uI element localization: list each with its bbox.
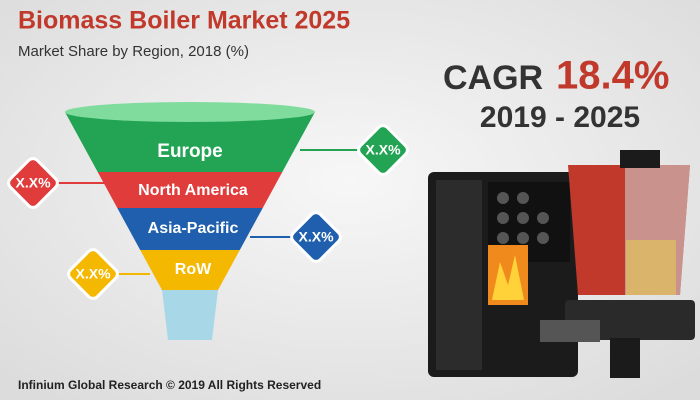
subtitle: Market Share by Region, 2018 (%) [18, 43, 249, 60]
cagr-period: 2019 - 2025 [480, 101, 640, 134]
badge: X.X% [7, 157, 59, 209]
funnel-segment [117, 208, 263, 250]
badge-text: X.X% [75, 266, 111, 282]
title: Biomass Boiler Market 2025 [18, 7, 350, 35]
segment-label: North America [138, 182, 248, 199]
badge: X.X% [290, 211, 342, 263]
segment-label: RoW [175, 261, 212, 278]
segment-label: Europe [157, 141, 222, 162]
segment-label: Asia-Pacific [148, 220, 239, 237]
cagr-value: 18.4% [556, 54, 669, 98]
cagr-label: CAGR [443, 59, 543, 97]
badge-text: X.X% [15, 175, 51, 191]
funnel-rim [65, 102, 315, 122]
funnel-segment [65, 112, 315, 172]
badge: X.X% [67, 248, 119, 300]
badge-text: X.X% [365, 142, 401, 158]
funnel-spout [162, 290, 218, 340]
boiler-illustration [428, 150, 695, 378]
funnel-segment [140, 250, 240, 290]
badge: X.X% [357, 124, 409, 176]
footer: Infinium Global Research © 2019 All Righ… [18, 378, 321, 392]
funnel-segment [97, 172, 283, 208]
badge-text: X.X% [298, 229, 334, 245]
